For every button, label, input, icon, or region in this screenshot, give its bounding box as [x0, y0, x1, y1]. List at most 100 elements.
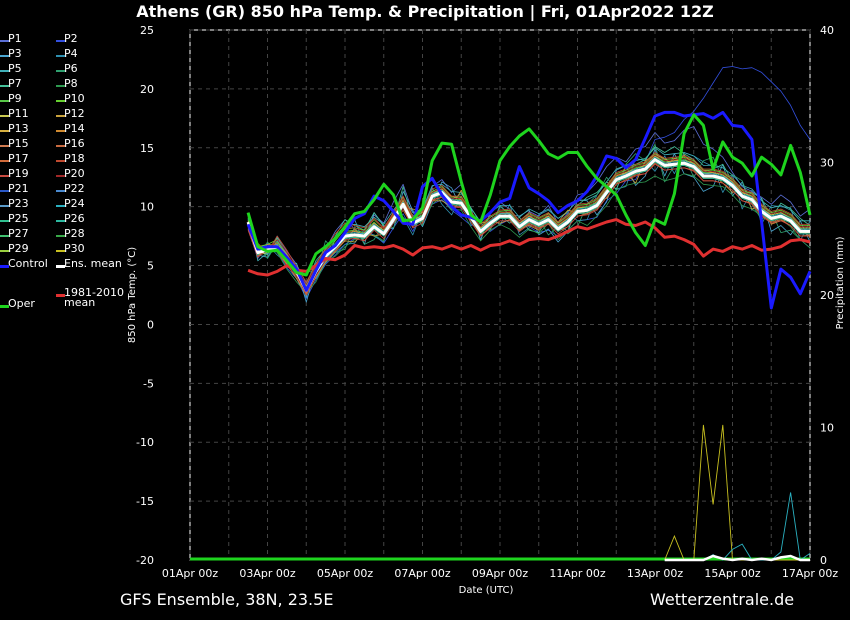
- y2-tick-label: 10: [820, 422, 834, 435]
- legend-label: P4: [64, 47, 78, 60]
- legend-label: 1981-2010 mean: [64, 286, 124, 309]
- legend-swatch: [0, 145, 9, 147]
- x-axis-label: Date (UTC): [459, 585, 514, 596]
- legend-swatch: [56, 55, 65, 57]
- series-line: [247, 163, 810, 296]
- x-tick-label: 17Apr 00z: [782, 567, 839, 580]
- y-tick-label: 0: [147, 318, 154, 331]
- legend-swatch: [56, 115, 65, 117]
- y-tick-label: 15: [140, 142, 154, 155]
- x-tick-label: 15Apr 00z: [704, 567, 761, 580]
- x-tick-label: 05Apr 00z: [317, 567, 374, 580]
- grid: [189, 29, 811, 561]
- x-tick-label: 13Apr 00z: [627, 567, 684, 580]
- legend-label: P23: [8, 197, 29, 210]
- axes: 25 20 15 10 5 0 -5 -10 -15 -20 40 30 20 10 0 01Apr 00z 0…: [136, 24, 838, 580]
- legend-label: P20: [64, 167, 85, 180]
- legend-label: P22: [64, 182, 85, 195]
- series-line: [247, 146, 811, 285]
- legend-label: P28: [64, 227, 85, 240]
- legend-label: P13: [8, 122, 29, 135]
- series-line: [247, 173, 811, 294]
- legend-label: P2: [64, 32, 78, 45]
- legend-label: P17: [8, 152, 29, 165]
- legend-label: P15: [8, 137, 29, 150]
- legend-label: P3: [8, 47, 22, 60]
- precip-line: [664, 554, 810, 562]
- legend-label: Oper: [8, 297, 35, 310]
- legend-label: P8: [64, 77, 78, 90]
- chart-title: Athens (GR) 850 hPa Temp. & Precipitatio…: [136, 2, 714, 21]
- legend-label: P27: [8, 227, 29, 240]
- legend-swatch: [56, 265, 65, 268]
- legend-swatch: [0, 205, 9, 207]
- legend-swatch: [56, 205, 65, 207]
- y-tick-label: 5: [147, 260, 154, 273]
- legend-label: Ens. mean: [64, 257, 122, 270]
- legend-swatch: [0, 55, 9, 57]
- y-tick-label: 10: [140, 201, 154, 214]
- legend-swatch: [0, 265, 9, 268]
- legend-swatch: [56, 220, 65, 222]
- legend-label: P16: [64, 137, 85, 150]
- legend-swatch: [56, 145, 65, 147]
- legend-swatch: [0, 85, 9, 87]
- legend-label: P12: [64, 107, 85, 120]
- y-tick-label: -20: [136, 554, 154, 567]
- legend: P1 P2 P3 P4 P5 P6 P7 P8 P9 P10 P11 P12 P13 P14 P15 P16 P…: [0, 30, 140, 330]
- legend-label: P30: [64, 242, 85, 255]
- legend-swatch: [56, 40, 65, 42]
- precip-lines: [190, 424, 811, 562]
- x-tick-label: 07Apr 00z: [394, 567, 451, 580]
- y-tick-label: -10: [136, 436, 154, 449]
- series-line: [247, 218, 811, 277]
- legend-label: P25: [8, 212, 29, 225]
- legend-swatch: [0, 250, 9, 252]
- legend-swatch: [56, 294, 65, 297]
- legend-label: P1: [8, 32, 22, 45]
- legend-label: P29: [8, 242, 29, 255]
- legend-swatch: [0, 115, 9, 117]
- legend-swatch: [56, 190, 65, 192]
- y2-tick-label: 30: [820, 157, 834, 170]
- legend-swatch: [0, 220, 9, 222]
- legend-label: Control: [8, 257, 48, 270]
- footer-model: GFS Ensemble, 38N, 23.5E: [120, 590, 334, 609]
- legend-swatch: [56, 85, 65, 87]
- y-axis-label: 850 hPa Temp. (°C): [127, 247, 138, 343]
- y2-tick-label: 40: [820, 24, 834, 37]
- legend-swatch: [56, 70, 65, 72]
- legend-swatch: [0, 190, 9, 192]
- footer-brand: Wetterzentrale.de: [650, 590, 795, 609]
- series-line: [247, 126, 811, 284]
- x-tick-label: 03Apr 00z: [239, 567, 296, 580]
- legend-swatch: [0, 160, 9, 162]
- legend-label: P24: [64, 197, 85, 210]
- legend-swatch: [0, 130, 9, 132]
- legend-label: P5: [8, 62, 22, 75]
- series-line: [247, 66, 811, 299]
- legend-label: P7: [8, 77, 22, 90]
- legend-label: P19: [8, 167, 29, 180]
- legend-swatch: [56, 100, 65, 102]
- y2-tick-label: 20: [820, 289, 834, 302]
- series-line: [247, 161, 810, 292]
- y-tick-label: 20: [140, 83, 154, 96]
- legend-swatch: [0, 305, 9, 308]
- legend-label: P10: [64, 92, 85, 105]
- y2-tick-label: 0: [820, 554, 827, 567]
- legend-swatch: [0, 40, 9, 42]
- x-tick-label: 11Apr 00z: [549, 567, 606, 580]
- legend-label: P6: [64, 62, 78, 75]
- series-lines: [246, 66, 812, 310]
- legend-swatch: [56, 160, 65, 162]
- legend-label: P26: [64, 212, 85, 225]
- series-line: [246, 113, 812, 277]
- legend-swatch: [56, 175, 65, 177]
- legend-label: P9: [8, 92, 22, 105]
- series-line: [246, 110, 812, 310]
- legend-swatch: [56, 250, 65, 252]
- series-line: [247, 152, 810, 283]
- series-line: [246, 158, 810, 292]
